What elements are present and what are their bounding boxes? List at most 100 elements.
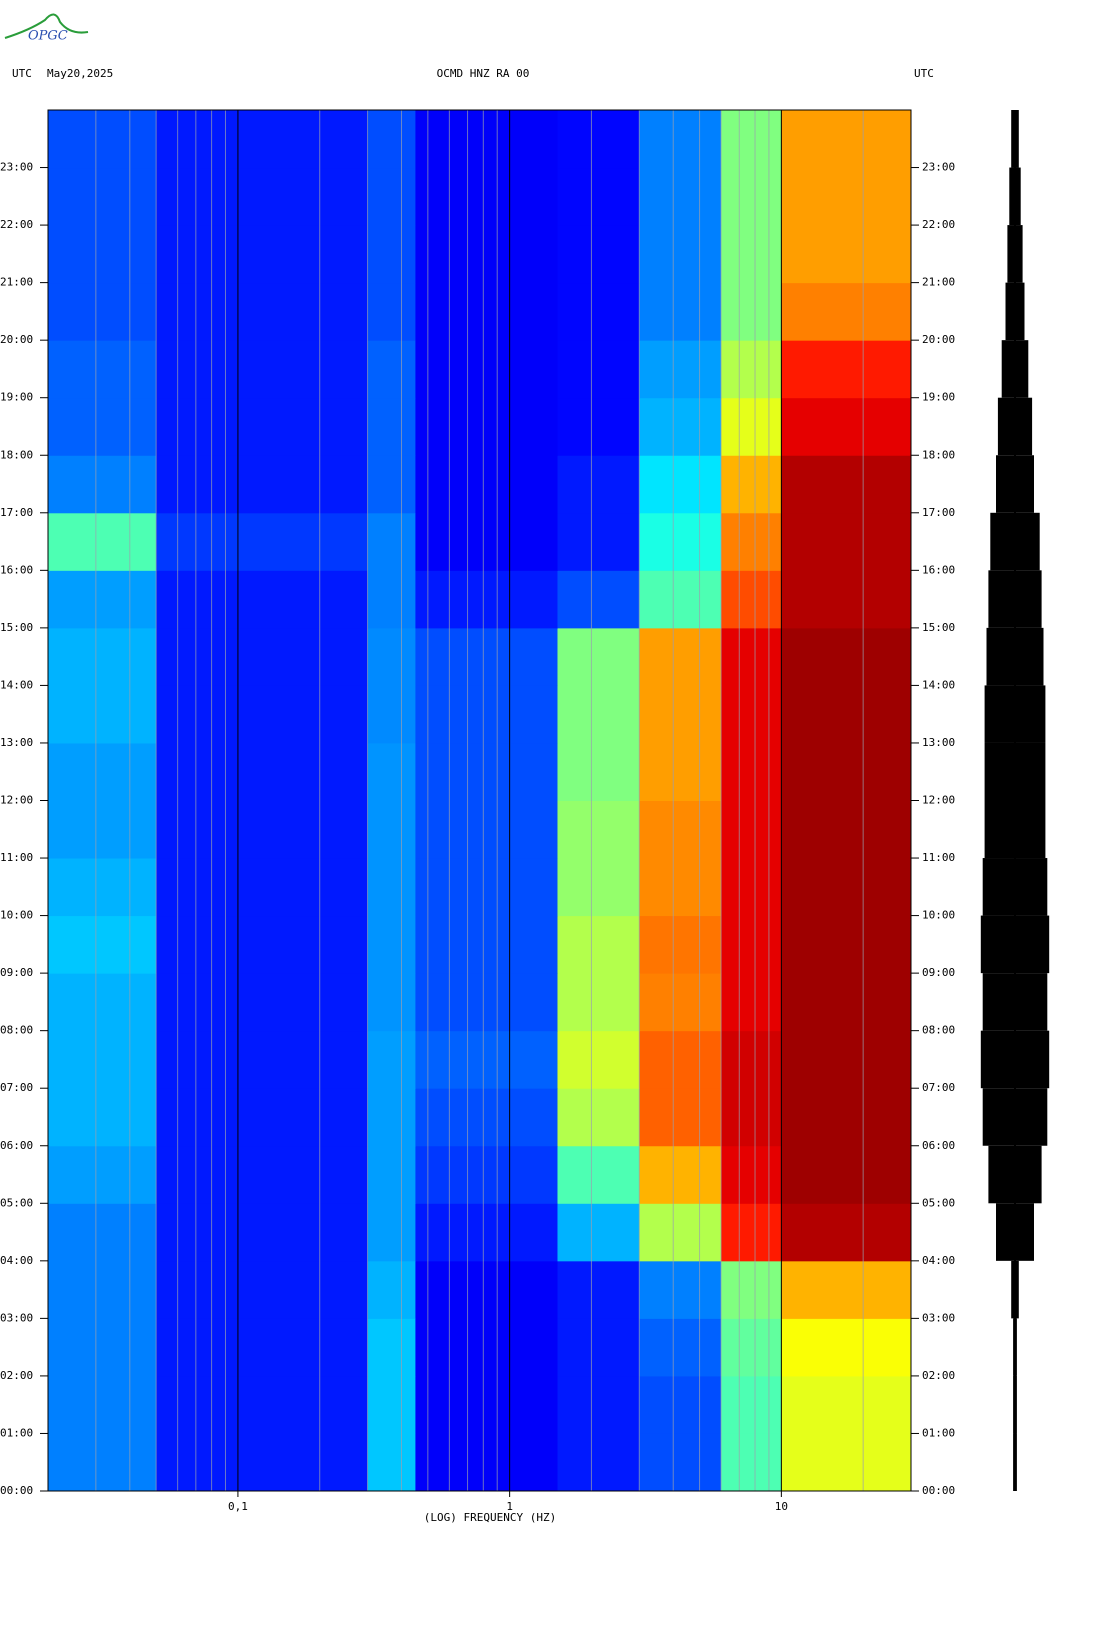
spectrogram-cell <box>781 742 912 801</box>
spectrogram-cell <box>639 397 722 456</box>
spectrogram-cell <box>367 397 416 456</box>
spectrogram-cell <box>156 915 369 974</box>
trace-envelope <box>982 973 1048 1031</box>
trace-envelope <box>1011 110 1019 168</box>
spectrogram-cell <box>48 512 157 571</box>
spectrogram-cell <box>639 1260 722 1319</box>
spectrogram-cell <box>48 915 157 974</box>
spectrogram-cell <box>639 1030 722 1089</box>
spectrogram-cell <box>557 1260 640 1319</box>
spectrogram-cell <box>156 225 369 284</box>
spectrogram-cell <box>156 167 369 226</box>
spectrogram-cell <box>48 397 157 456</box>
y-tick-label-right: 02:00 <box>922 1369 955 1382</box>
spectrogram-cell <box>367 1433 416 1492</box>
trace-envelope <box>990 512 1040 571</box>
spectrogram-cell <box>781 570 912 629</box>
spectrogram-cell <box>415 627 558 686</box>
spectrogram-cell <box>367 973 416 1032</box>
spectrogram-cell <box>48 340 157 399</box>
spectrogram-cell <box>415 800 558 859</box>
spectrogram-cell <box>721 1145 782 1204</box>
spectrogram-cell <box>367 1145 416 1204</box>
y-tick-label-right: 04:00 <box>922 1254 955 1267</box>
spectrogram-cell <box>557 1030 640 1089</box>
y-tick-label: 08:00 <box>0 1024 33 1037</box>
spectrogram-cell <box>639 1433 722 1492</box>
spectrogram-cell <box>721 1030 782 1089</box>
spectrogram-cell <box>781 110 912 169</box>
spectrogram-cell <box>557 340 640 399</box>
y-tick-label-right: 06:00 <box>922 1139 955 1152</box>
spectrogram-cell <box>415 742 558 801</box>
spectrogram-cell <box>415 1088 558 1147</box>
x-tick-label: 0,1 <box>228 1500 248 1513</box>
spectrogram-cell <box>156 397 369 456</box>
spectrogram-cell <box>557 225 640 284</box>
spectrogram-cell <box>639 1318 722 1377</box>
trace-envelope <box>980 915 1050 974</box>
spectrogram-cell <box>415 455 558 514</box>
spectrogram-cell <box>415 973 558 1032</box>
spectrogram-cell <box>557 110 640 169</box>
spectrogram-cell <box>721 110 782 169</box>
trace-envelope <box>982 1088 1048 1146</box>
y-tick-label: 10:00 <box>0 909 33 922</box>
spectrogram-cell <box>781 225 912 284</box>
date: May20,2025 <box>47 67 113 80</box>
y-tick-label: 22:00 <box>0 218 33 231</box>
spectrogram-cell <box>721 340 782 399</box>
spectrogram-cell <box>639 973 722 1032</box>
spectrogram-cell <box>721 742 782 801</box>
trace-envelope <box>1013 1375 1017 1434</box>
spectrogram-cell <box>367 1088 416 1147</box>
spectrogram-cell <box>367 1260 416 1319</box>
spectrogram-cell <box>48 110 157 169</box>
spectrogram-cell <box>367 1203 416 1262</box>
spectrogram-cell <box>557 685 640 744</box>
spectrogram-cell <box>557 455 640 514</box>
trace-envelope <box>1005 282 1025 341</box>
y-tick-label: 14:00 <box>0 678 33 691</box>
trace-envelope <box>984 685 1046 743</box>
spectrogram-cell <box>721 397 782 456</box>
spectrogram-cell <box>367 455 416 514</box>
spectrogram-cell <box>367 858 416 917</box>
spectrogram-cell <box>415 1260 558 1319</box>
spectrogram-cell <box>415 1030 558 1089</box>
spectrogram-cell <box>367 685 416 744</box>
spectrogram-cell <box>639 800 722 859</box>
trace-envelope <box>1009 167 1021 226</box>
y-tick-label: 23:00 <box>0 161 33 174</box>
spectrogram-cell <box>557 627 640 686</box>
y-tick-label-right: 11:00 <box>922 851 955 864</box>
spectrogram-cell <box>156 1433 369 1492</box>
spectrogram-cell <box>156 1375 369 1434</box>
spectrogram-cell <box>48 973 157 1032</box>
spectrogram-cell <box>639 570 722 629</box>
spectrogram-cell <box>781 858 912 917</box>
spectrogram-cell <box>639 858 722 917</box>
spectrogram-cell <box>721 225 782 284</box>
spectrogram-cell <box>781 1375 912 1434</box>
trace-envelope <box>980 1030 1050 1089</box>
spectrogram-cell <box>415 167 558 226</box>
spectrogram-cell <box>48 1203 157 1262</box>
spectrogram-cell <box>367 742 416 801</box>
spectrogram-cell <box>415 397 558 456</box>
y-tick-label-right: 01:00 <box>922 1426 955 1439</box>
spectrogram-cell <box>557 742 640 801</box>
spectrogram-cell <box>721 973 782 1032</box>
spectrogram-cell <box>415 110 558 169</box>
spectrogram-cell <box>639 167 722 226</box>
logo-arc <box>4 13 89 39</box>
spectrogram-cell <box>48 1145 157 1204</box>
spectrogram-cell <box>557 397 640 456</box>
spectrogram-cell <box>156 627 369 686</box>
spectrogram-cell <box>156 1318 369 1377</box>
spectrogram-cell <box>156 110 369 169</box>
spectrogram-cell <box>781 1088 912 1147</box>
chart-title: OCMD HNZ RA 00 <box>437 67 530 80</box>
